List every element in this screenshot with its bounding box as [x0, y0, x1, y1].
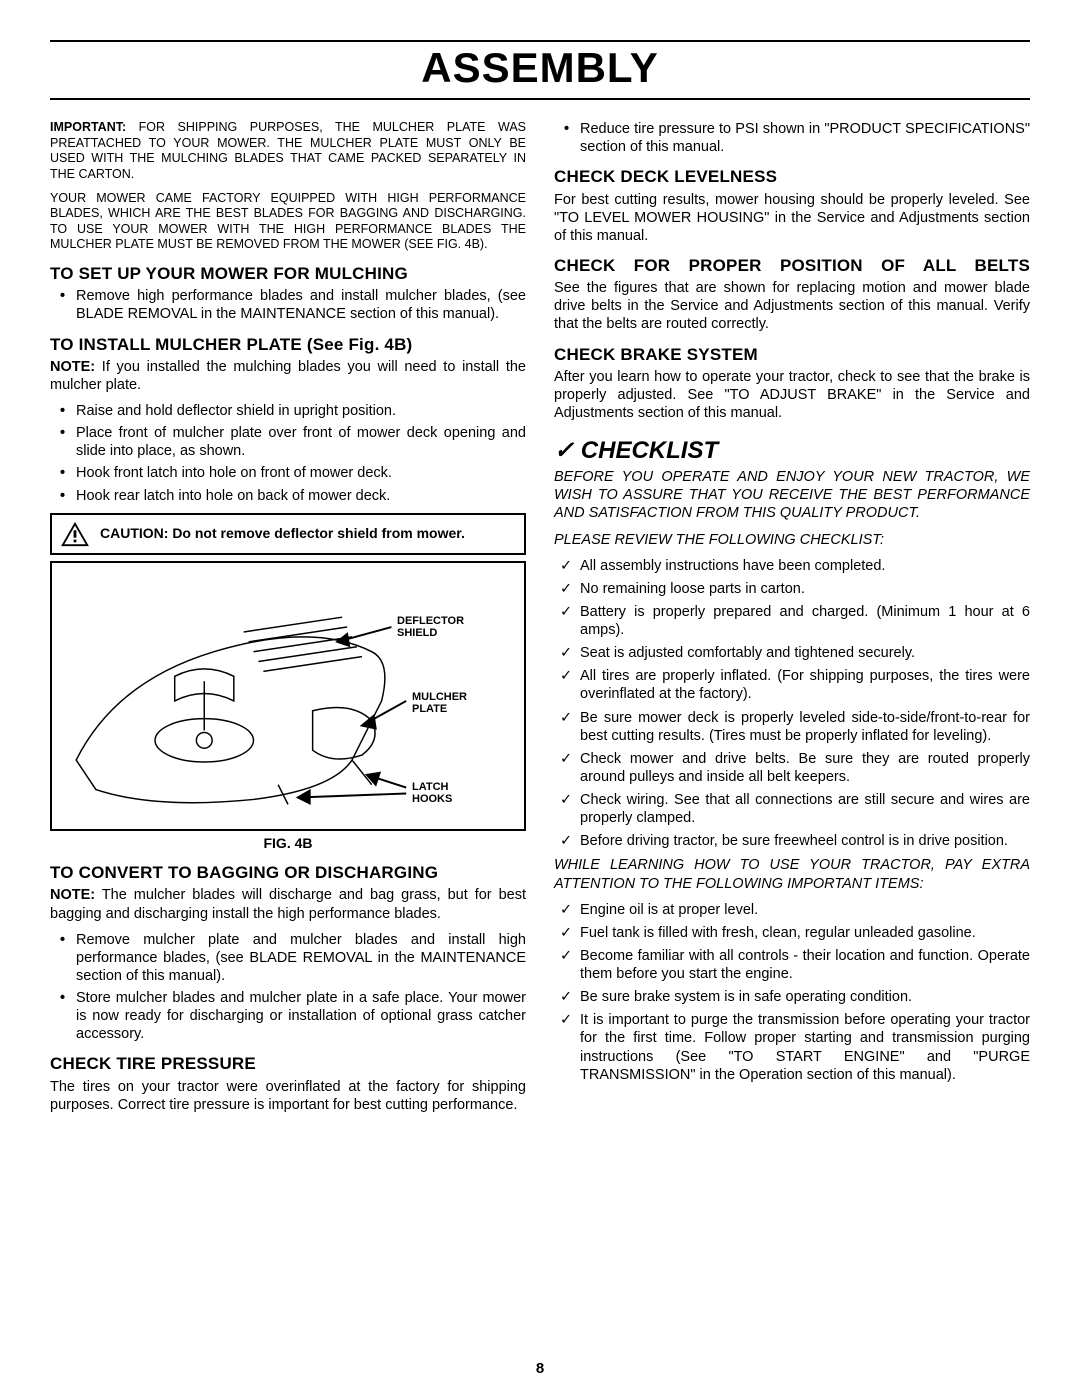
list-item: Check mower and drive belts. Be sure the…: [554, 750, 1030, 786]
setup-list: Remove high performance blades and insta…: [50, 287, 526, 323]
title-rule: [50, 98, 1030, 100]
tire-list: Reduce tire pressure to PSI shown in "PR…: [554, 120, 1030, 156]
list-item: Check wiring. See that all connections a…: [554, 791, 1030, 827]
install-note-text: If you installed the mulching blades you…: [50, 359, 526, 393]
list-item: Place front of mulcher plate over front …: [50, 424, 526, 460]
factory-block: YOUR MOWER CAME FACTORY EQUIPPED WITH HI…: [50, 191, 526, 254]
list-item: Engine oil is at proper level.: [554, 901, 1030, 919]
columns: IMPORTANT: FOR SHIPPING PURPOSES, THE MU…: [50, 120, 1030, 1122]
list-item: All assembly instructions have been comp…: [554, 557, 1030, 575]
label-latch: LATCHHOOKS: [412, 781, 452, 805]
list-item: All tires are properly inflated. (For sh…: [554, 667, 1030, 703]
convert-list: Remove mulcher plate and mulcher blades …: [50, 931, 526, 1044]
brake-paragraph: After you learn how to operate your trac…: [554, 368, 1030, 422]
install-list: Raise and hold deflector shield in uprig…: [50, 402, 526, 505]
h-tire: CHECK TIRE PRESSURE: [50, 1053, 526, 1074]
caution-box: CAUTION: Do not remove deflector shield …: [50, 513, 526, 555]
install-note: NOTE: If you installed the mulching blad…: [50, 358, 526, 394]
h-install-plate: TO INSTALL MULCHER PLATE (See Fig. 4B): [50, 334, 526, 355]
note-label: NOTE:: [50, 887, 95, 903]
page-number: 8: [0, 1360, 1080, 1377]
page-title: ASSEMBLY: [50, 44, 1030, 92]
h-belts: CHECK FOR PROPER POSITION OF ALL BELTS: [554, 255, 1030, 276]
list-item: Store mulcher blades and mulcher plate i…: [50, 989, 526, 1043]
figure-4b: DEFLECTORSHIELD MULCHERPLATE LATCHHOOKS: [50, 561, 526, 831]
list-item: No remaining loose parts in carton.: [554, 580, 1030, 598]
list-item: Hook front latch into hole on front of m…: [50, 464, 526, 482]
deck-paragraph: For best cutting results, mower housing …: [554, 191, 1030, 245]
h-convert: TO CONVERT TO BAGGING OR DISCHARGING: [50, 862, 526, 883]
convert-note-text: The mulcher blades will discharge and ba…: [50, 887, 526, 921]
convert-note: NOTE: The mulcher blades will discharge …: [50, 886, 526, 922]
list-item: Become familiar with all controls - thei…: [554, 947, 1030, 983]
while-learning: WHILE LEARNING HOW TO USE YOUR TRACTOR, …: [554, 856, 1030, 892]
list-item: Battery is properly prepared and charged…: [554, 603, 1030, 639]
h-deck: CHECK DECK LEVELNESS: [554, 166, 1030, 187]
list-item: Remove mulcher plate and mulcher blades …: [50, 931, 526, 985]
h-brake: CHECK BRAKE SYSTEM: [554, 344, 1030, 365]
left-column: IMPORTANT: FOR SHIPPING PURPOSES, THE MU…: [50, 120, 526, 1122]
checklist-1: All assembly instructions have been comp…: [554, 557, 1030, 851]
label-deflector: DEFLECTORSHIELD: [397, 615, 464, 639]
list-item: It is important to purge the transmissio…: [554, 1011, 1030, 1084]
figure-caption: FIG. 4B: [50, 835, 526, 853]
checklist-2: Engine oil is at proper level. Fuel tank…: [554, 901, 1030, 1084]
list-item: Seat is adjusted comfortably and tighten…: [554, 644, 1030, 662]
warning-icon: [60, 521, 90, 547]
belts-paragraph: See the figures that are shown for repla…: [554, 279, 1030, 333]
note-label: NOTE:: [50, 359, 95, 375]
list-item: Remove high performance blades and insta…: [50, 287, 526, 323]
label-mulcher: MULCHERPLATE: [412, 691, 467, 715]
caution-text: CAUTION: Do not remove deflector shield …: [100, 525, 516, 543]
list-item: Hook rear latch into hole on back of mow…: [50, 487, 526, 505]
top-rule: [50, 40, 1030, 42]
checklist-review: PLEASE REVIEW THE FOLLOWING CHECKLIST:: [554, 531, 1030, 549]
right-column: Reduce tire pressure to PSI shown in "PR…: [554, 120, 1030, 1122]
important-block: IMPORTANT: FOR SHIPPING PURPOSES, THE MU…: [50, 120, 526, 183]
list-item: Be sure brake system is in safe operatin…: [554, 988, 1030, 1006]
checklist-intro: BEFORE YOU OPERATE AND ENJOY YOUR NEW TR…: [554, 468, 1030, 522]
list-item: Raise and hold deflector shield in uprig…: [50, 402, 526, 420]
list-item: Reduce tire pressure to PSI shown in "PR…: [554, 120, 1030, 156]
tire-paragraph: The tires on your tractor were overinfla…: [50, 1078, 526, 1114]
list-item: Before driving tractor, be sure freewhee…: [554, 832, 1030, 850]
important-label: IMPORTANT:: [50, 120, 126, 134]
h-setup-mulching: TO SET UP YOUR MOWER FOR MULCHING: [50, 263, 526, 284]
checklist-heading: ✓ CHECKLIST: [554, 436, 1030, 466]
list-item: Be sure mower deck is properly leveled s…: [554, 709, 1030, 745]
list-item: Fuel tank is filled with fresh, clean, r…: [554, 924, 1030, 942]
